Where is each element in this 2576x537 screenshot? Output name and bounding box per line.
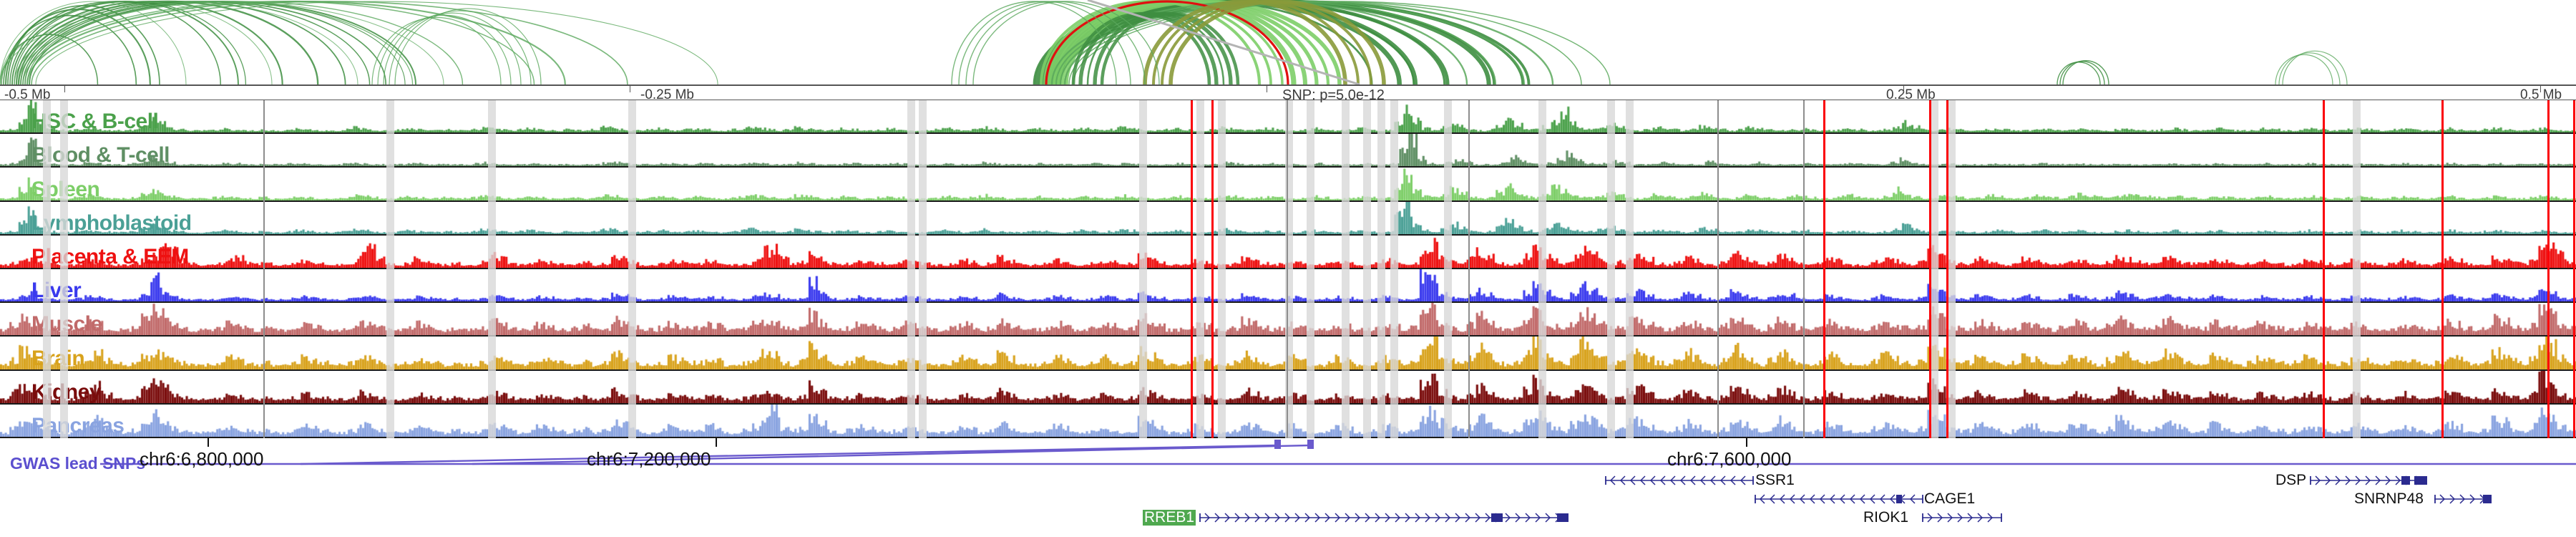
gene-exon — [2401, 476, 2410, 485]
signal-histogram — [0, 201, 2576, 234]
gene-annotation-panel: RREB1 SSR1 CAGE1 RIOK1 DSP SNRNP48 — [0, 473, 2576, 537]
ruler-tick — [1903, 86, 1904, 92]
interaction-arc — [2275, 54, 2333, 84]
arc-svg — [0, 0, 2348, 84]
gwas-track-label: GWAS lead SNPs — [10, 454, 146, 473]
coordinate-label: chr6:7,600,000 — [1667, 448, 1792, 470]
signal-histogram — [0, 404, 2576, 437]
signal-histogram — [0, 235, 2576, 268]
signal-histogram — [0, 268, 2576, 302]
interaction-arc — [14, 1, 414, 84]
interaction-arc — [0, 1, 273, 84]
interaction-arc — [2057, 62, 2101, 84]
ruler-tick — [64, 86, 65, 92]
gene-exon — [1896, 495, 1902, 503]
interaction-arc — [0, 1, 358, 84]
interaction-arc — [2062, 60, 2109, 84]
interaction-arc — [1169, 0, 1386, 84]
signal-track[interactable]: Liver — [0, 268, 2576, 304]
gene-exon — [1557, 513, 1568, 522]
coordinate-label: chr6:6,800,000 — [140, 448, 264, 470]
interaction-arc — [2282, 50, 2348, 84]
interaction-arc — [0, 1, 187, 84]
interaction-arc — [383, 12, 522, 84]
gwas-lead-snp-row: GWAS lead SNPs chr6:6,800,000 chr6:7,200… — [0, 438, 2576, 475]
coordinate-tick — [208, 438, 209, 447]
signal-track[interactable]: Brain — [0, 337, 2576, 371]
interaction-arc — [31, 1, 628, 84]
interaction-arc — [1045, 0, 1289, 84]
coordinate-ruler[interactable]: -0.5 Mb -0.25 Mb 0.25 Mb 0.5 Mb SNP: p=5… — [0, 84, 2576, 103]
gene-label[interactable]: CAGE1 — [1924, 490, 1976, 507]
signal-track[interactable]: Placenta & EEM — [0, 235, 2576, 269]
gene-model[interactable] — [2434, 491, 2492, 507]
signal-track[interactable]: Spleen — [0, 168, 2576, 202]
signal-track[interactable]: Kidney — [0, 370, 2576, 405]
interaction-arc — [2059, 61, 2105, 84]
gene-label[interactable]: DSP — [2275, 472, 2307, 488]
chromatin-interaction-arcs-panel — [0, 0, 2576, 84]
gene-exon — [1491, 513, 1503, 522]
coordinate-tick — [1746, 438, 1747, 447]
gene-model[interactable] — [1755, 491, 1923, 507]
snp-pvalue-annotation: SNP: p=5.0e-12 — [1282, 87, 1385, 103]
gene-label[interactable]: RIOK1 — [1863, 509, 1909, 526]
ruler-tick-label: 0.5 Mb — [2520, 87, 2562, 102]
coordinate-tick — [716, 438, 717, 447]
signal-histogram — [0, 168, 2576, 200]
signal-histogram — [0, 337, 2576, 369]
gwas-lead-snp-marker[interactable] — [1274, 440, 1281, 449]
ruler-tick-label: -0.25 Mb — [640, 87, 694, 102]
gwas-snp-connector — [472, 444, 1311, 465]
interaction-arc — [389, 10, 532, 84]
signal-track[interactable]: HSC & B-cell — [0, 100, 2576, 135]
signal-histogram — [0, 303, 2576, 336]
gene-label[interactable]: SSR1 — [1755, 472, 1795, 488]
interaction-arc — [958, 1, 1131, 84]
gene-model[interactable] — [1199, 510, 1568, 526]
interaction-arc — [371, 16, 502, 84]
ruler-tick-label: -0.5 Mb — [4, 87, 51, 102]
signal-track-stack: HSC & B-cell Blood & T-cell Spleen Lymphobl… — [0, 100, 2576, 438]
signal-track[interactable]: Pancreas — [0, 404, 2576, 438]
interaction-arc — [0, 1, 444, 84]
gwas-connector-svg[interactable] — [0, 438, 2576, 475]
signal-histogram — [0, 134, 2576, 167]
interaction-arc — [972, 1, 1160, 84]
gene-label[interactable]: RREB1 — [1143, 509, 1196, 526]
ruler-tick-label: 0.25 Mb — [1886, 87, 1936, 102]
signal-histogram — [0, 370, 2576, 403]
ruler-tick — [2540, 86, 2541, 92]
signal-track[interactable]: Blood & T-cell — [0, 134, 2576, 168]
gwas-lead-snp-marker[interactable] — [1307, 440, 1314, 449]
interaction-arc-truncated — [1087, 0, 1360, 84]
signal-track[interactable]: Lymphoblastoid — [0, 201, 2576, 236]
gene-exon — [2483, 495, 2492, 503]
signal-track[interactable]: Muscle — [0, 303, 2576, 337]
interaction-arc — [2278, 52, 2341, 84]
interaction-arc — [1100, 11, 1240, 84]
gene-model[interactable] — [2310, 473, 2427, 488]
gene-label[interactable]: SNRNP48 — [2354, 490, 2424, 507]
interaction-arc — [394, 8, 542, 84]
gene-model[interactable] — [1605, 473, 1754, 488]
signal-histogram — [0, 100, 2576, 133]
gwas-snp-connector — [300, 444, 1278, 465]
interaction-arc — [35, 1, 718, 84]
interaction-arc — [951, 1, 1117, 84]
interaction-arc — [377, 14, 512, 84]
gene-model[interactable] — [1922, 510, 2002, 526]
interaction-arc — [3, 15, 137, 84]
gene-exon — [2414, 476, 2427, 485]
coordinate-label: chr6:7,200,000 — [587, 448, 711, 470]
